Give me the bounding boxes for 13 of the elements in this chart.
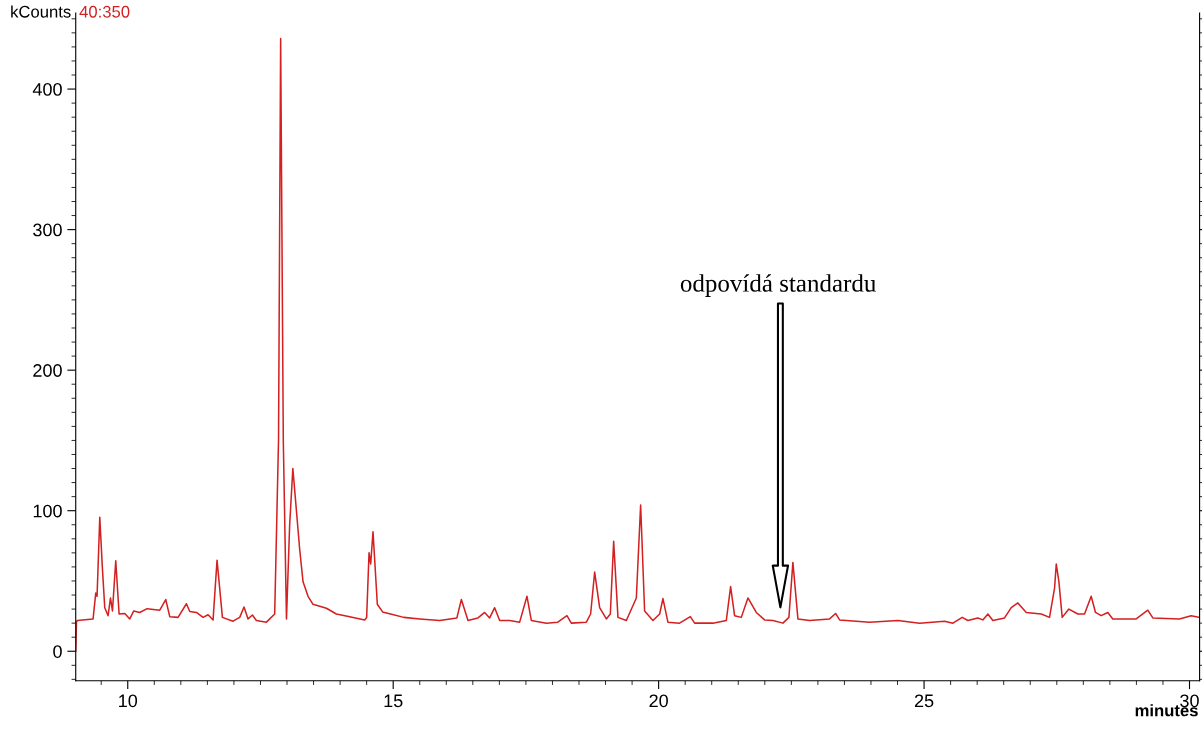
- x-tick-label: 25: [914, 694, 934, 708]
- annotation: odpovídá standardu: [680, 274, 876, 297]
- x-tick-label: 10: [119, 694, 138, 708]
- y-tick-label: 0: [53, 645, 62, 658]
- y-tick-label: 200: [33, 364, 62, 377]
- y-tick-label: 100: [33, 504, 62, 518]
- y-tick-label: 300: [33, 223, 62, 237]
- annotation: 40:350: [79, 5, 130, 18]
- x-tick-label: 15: [384, 694, 403, 708]
- y-axis-title: kCounts: [11, 5, 71, 18]
- line-series: [75, 37, 1200, 653]
- x-tick-label: 20: [649, 694, 668, 708]
- y-tick-label: 400: [32, 83, 62, 96]
